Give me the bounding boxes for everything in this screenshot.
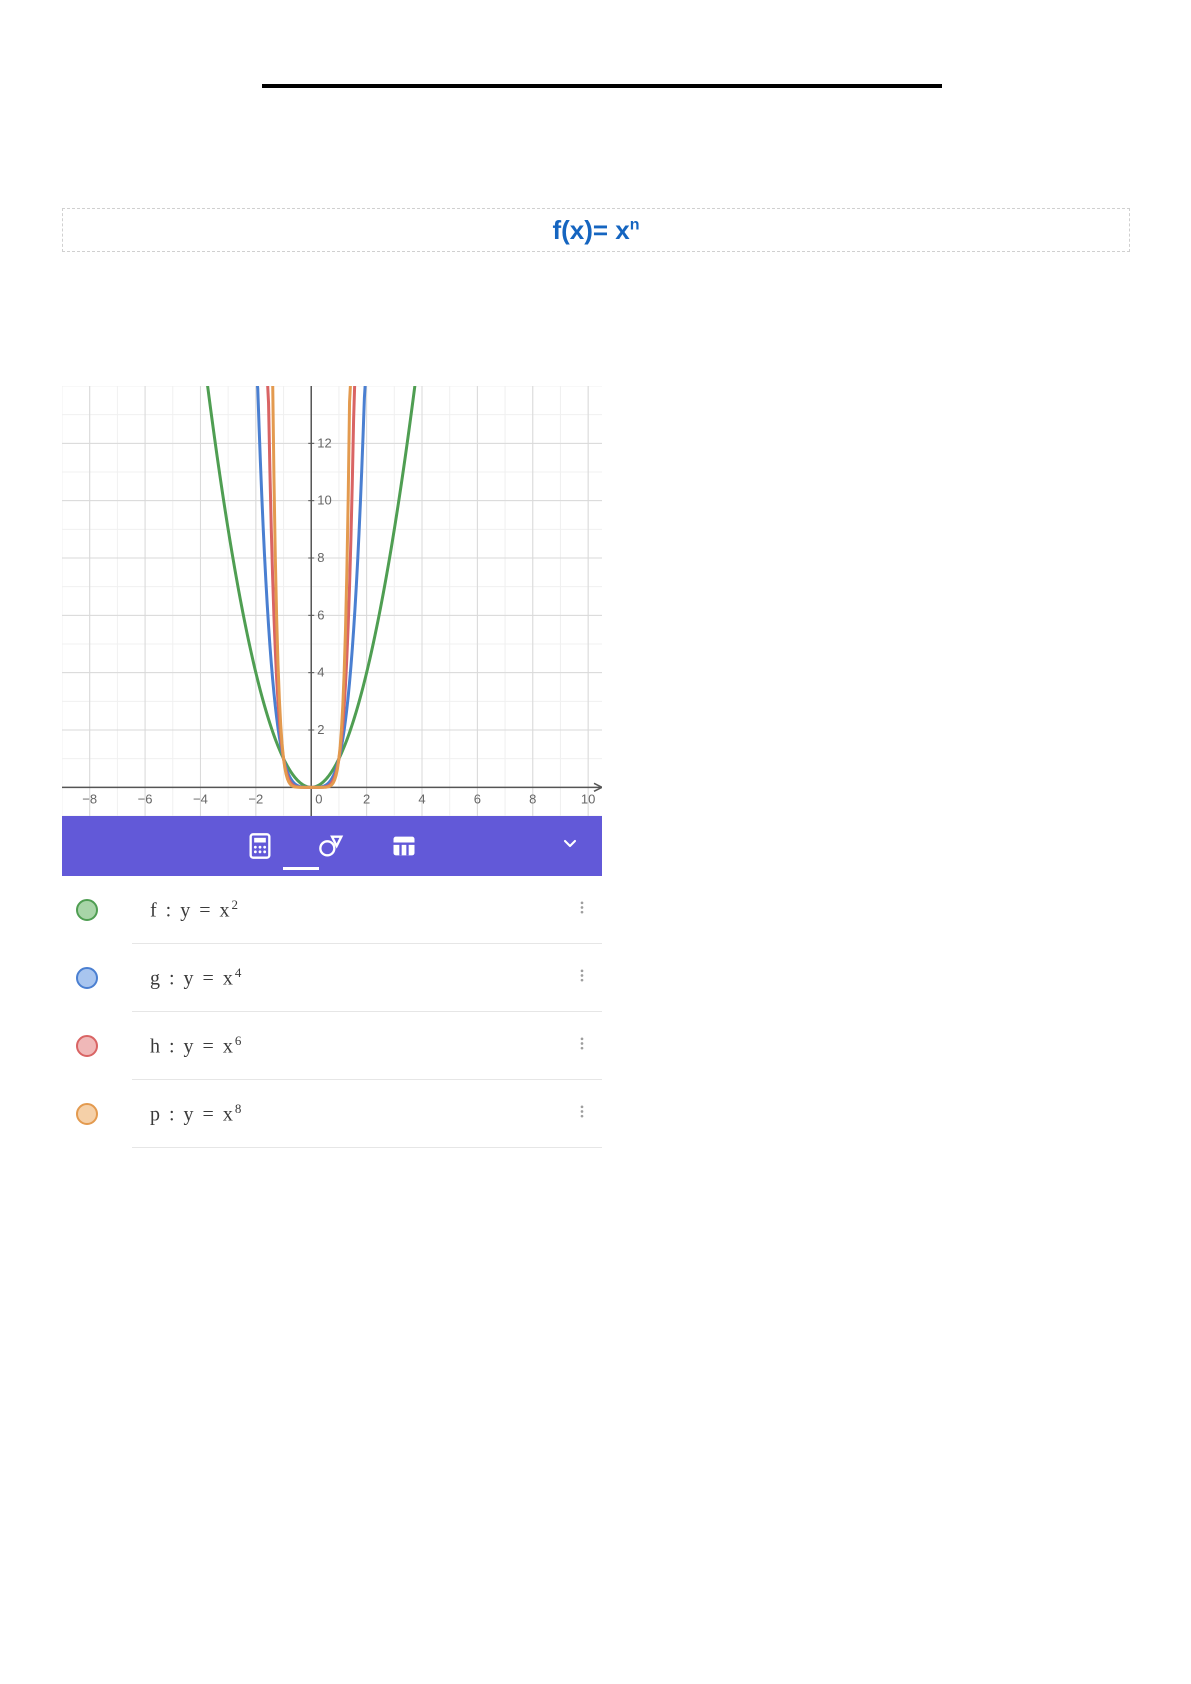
calculator-icon (246, 832, 274, 860)
svg-text:8: 8 (317, 550, 324, 565)
more-vert-icon (574, 1103, 590, 1119)
calculator-tab[interactable] (242, 828, 278, 864)
svg-text:−6: −6 (138, 791, 153, 806)
function-expr-h: h : y = x6 (150, 1033, 243, 1059)
function-row-h[interactable]: h : y = x6 (132, 1012, 602, 1080)
svg-text:−8: −8 (82, 791, 97, 806)
formula-text: f(x)= xn (552, 215, 639, 246)
collapse-button[interactable] (560, 834, 580, 859)
svg-text:0: 0 (315, 791, 322, 806)
table-icon (390, 832, 418, 860)
shapes-tab[interactable] (314, 828, 350, 864)
chevron-down-icon (560, 834, 580, 854)
function-expr-g: g : y = x4 (150, 965, 243, 991)
function-expr-p: p : y = x8 (150, 1101, 243, 1127)
function-row-f[interactable]: f : y = x2 (132, 876, 602, 944)
svg-text:2: 2 (363, 791, 370, 806)
svg-text:12: 12 (317, 435, 331, 450)
more-vert-icon (574, 1035, 590, 1051)
formula-banner: f(x)= xn (62, 208, 1130, 252)
svg-text:10: 10 (317, 493, 331, 508)
toolbar (62, 816, 602, 876)
svg-text:4: 4 (418, 791, 425, 806)
more-button-h[interactable] (574, 1034, 590, 1057)
more-button-g[interactable] (574, 966, 590, 989)
svg-text:−4: −4 (193, 791, 208, 806)
active-tab-underline (283, 867, 319, 870)
swatch-f[interactable] (76, 899, 98, 921)
more-vert-icon (574, 967, 590, 983)
graph-panel: −8 −6 −4 −2 0 2 4 6 8 10 2 4 6 8 10 12 f : y = x2 (62, 386, 602, 1146)
more-button-f[interactable] (574, 898, 590, 921)
divider-top (262, 84, 942, 88)
shapes-icon (318, 832, 346, 860)
svg-text:8: 8 (529, 791, 536, 806)
swatch-h[interactable] (76, 1035, 98, 1057)
swatch-p[interactable] (76, 1103, 98, 1125)
function-row-p[interactable]: p : y = x8 (132, 1080, 602, 1148)
svg-text:10: 10 (581, 791, 595, 806)
chart-area[interactable]: −8 −6 −4 −2 0 2 4 6 8 10 2 4 6 8 10 12 (62, 386, 602, 816)
svg-text:6: 6 (474, 791, 481, 806)
svg-text:4: 4 (317, 665, 324, 680)
function-expr-f: f : y = x2 (150, 897, 240, 923)
more-vert-icon (574, 899, 590, 915)
more-button-p[interactable] (574, 1102, 590, 1125)
svg-text:−2: −2 (248, 791, 263, 806)
svg-text:2: 2 (317, 722, 324, 737)
function-row-g[interactable]: g : y = x4 (132, 944, 602, 1012)
chart-svg: −8 −6 −4 −2 0 2 4 6 8 10 2 4 6 8 10 12 (62, 386, 602, 816)
table-tab[interactable] (386, 828, 422, 864)
function-list: f : y = x2 g : y = x4 h : y = x6 p : y =… (62, 876, 602, 1148)
svg-text:6: 6 (317, 607, 324, 622)
swatch-g[interactable] (76, 967, 98, 989)
